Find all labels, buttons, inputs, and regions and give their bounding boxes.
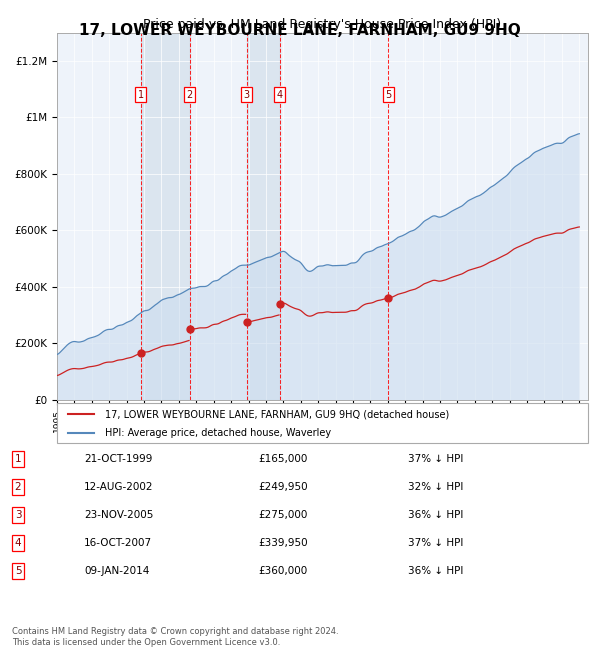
Text: Contains HM Land Registry data © Crown copyright and database right 2024.
This d: Contains HM Land Registry data © Crown c… xyxy=(12,627,338,647)
FancyBboxPatch shape xyxy=(57,403,588,443)
Text: 4: 4 xyxy=(277,90,283,99)
Text: £249,950: £249,950 xyxy=(258,482,308,492)
Text: 5: 5 xyxy=(385,90,391,99)
Text: 16-OCT-2007: 16-OCT-2007 xyxy=(84,538,152,548)
Title: Price paid vs. HM Land Registry's House Price Index (HPI): Price paid vs. HM Land Registry's House … xyxy=(143,18,502,31)
Text: 23-NOV-2005: 23-NOV-2005 xyxy=(84,510,154,520)
Text: 17, LOWER WEYBOURNE LANE, FARNHAM, GU9 9HQ (detached house): 17, LOWER WEYBOURNE LANE, FARNHAM, GU9 9… xyxy=(105,410,449,419)
Text: 2: 2 xyxy=(14,482,22,492)
Text: 5: 5 xyxy=(14,566,22,576)
Text: 17, LOWER WEYBOURNE LANE, FARNHAM, GU9 9HQ: 17, LOWER WEYBOURNE LANE, FARNHAM, GU9 9… xyxy=(79,23,521,38)
Text: 1: 1 xyxy=(14,454,22,464)
Text: 1: 1 xyxy=(137,90,143,99)
Text: 36% ↓ HPI: 36% ↓ HPI xyxy=(408,510,463,520)
Text: £339,950: £339,950 xyxy=(258,538,308,548)
Text: 2: 2 xyxy=(187,90,193,99)
Text: £275,000: £275,000 xyxy=(258,510,307,520)
Text: 32% ↓ HPI: 32% ↓ HPI xyxy=(408,482,463,492)
Text: 09-JAN-2014: 09-JAN-2014 xyxy=(84,566,149,576)
Text: 4: 4 xyxy=(14,538,22,548)
Text: £360,000: £360,000 xyxy=(258,566,307,576)
Text: 3: 3 xyxy=(14,510,22,520)
Text: 12-AUG-2002: 12-AUG-2002 xyxy=(84,482,154,492)
Text: 3: 3 xyxy=(244,90,250,99)
Text: 37% ↓ HPI: 37% ↓ HPI xyxy=(408,454,463,464)
Text: 21-OCT-1999: 21-OCT-1999 xyxy=(84,454,152,464)
Bar xyxy=(140,32,190,400)
Text: 36% ↓ HPI: 36% ↓ HPI xyxy=(408,566,463,576)
Text: 37% ↓ HPI: 37% ↓ HPI xyxy=(408,538,463,548)
Bar xyxy=(247,32,280,400)
Text: £165,000: £165,000 xyxy=(258,454,307,464)
Text: HPI: Average price, detached house, Waverley: HPI: Average price, detached house, Wave… xyxy=(105,428,331,438)
